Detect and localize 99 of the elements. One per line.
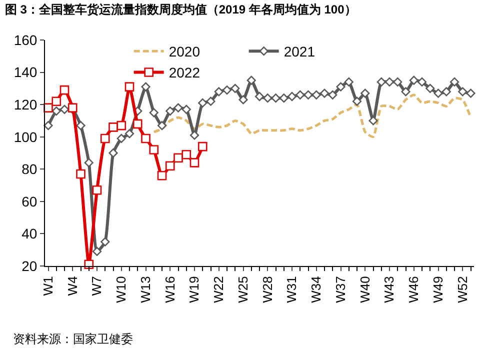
y-tick-label: 160 [14, 32, 38, 48]
point [230, 84, 240, 93]
point [401, 87, 410, 96]
point [92, 185, 102, 195]
point [166, 106, 175, 116]
x-tick-label: W7 [89, 276, 104, 296]
point [92, 246, 102, 256]
point [165, 161, 175, 171]
x-tick-label: W4 [64, 276, 80, 296]
point [76, 121, 86, 130]
point [296, 90, 305, 100]
x-tick-label: W37 [332, 276, 348, 303]
point [100, 237, 110, 246]
point [60, 104, 70, 114]
point [426, 84, 435, 93]
point [450, 77, 460, 87]
point [409, 76, 418, 85]
point [116, 134, 126, 144]
point [52, 106, 61, 116]
point [124, 129, 134, 138]
x-tick-label: W10 [114, 276, 129, 303]
point [182, 150, 192, 160]
point [320, 88, 330, 98]
text: 资料来源：国家卫健委 [13, 332, 133, 346]
x-tick-label: W1 [40, 276, 56, 296]
point [417, 77, 427, 87]
point [190, 130, 200, 140]
legend-label: 2020 [168, 44, 200, 60]
point [246, 76, 256, 85]
point [206, 96, 216, 106]
chart-title: 图 3：全国整车货运流量指数周度均值（2019 年各周均值为 100） [4, 2, 356, 17]
x-tick-label: W40 [357, 276, 372, 303]
point [44, 121, 53, 130]
x-tick-label: W22 [211, 276, 226, 303]
y-tick-label: 80 [22, 161, 38, 178]
point [190, 158, 200, 168]
point [458, 87, 468, 96]
point [466, 88, 476, 98]
point [434, 88, 443, 98]
point [100, 134, 110, 144]
point [182, 104, 191, 114]
point [344, 77, 354, 87]
point [52, 96, 62, 106]
point [132, 119, 142, 129]
point [108, 148, 118, 158]
point [287, 92, 297, 102]
point [393, 77, 402, 87]
x-tick-label: W31 [284, 276, 300, 303]
x-tick-label: W46 [406, 276, 422, 303]
point [157, 121, 167, 130]
y-tick-label: 40 [22, 226, 38, 242]
x-tick-label: W28 [260, 276, 275, 303]
y-tick-label: 120 [14, 96, 38, 112]
legend-label: 2021 [284, 44, 316, 60]
point [76, 169, 86, 179]
point [141, 134, 150, 144]
point [149, 145, 159, 154]
y-tick-label: 20 [22, 258, 38, 274]
point [376, 77, 386, 87]
point [174, 153, 183, 162]
point [336, 82, 346, 92]
point [214, 87, 224, 96]
point [149, 108, 158, 118]
point [263, 94, 272, 103]
point [271, 94, 280, 103]
x-tick-label: W52 [454, 276, 470, 303]
x-tick-label: W34 [308, 276, 324, 303]
point [442, 87, 451, 96]
legend-label: 2022 [168, 64, 200, 81]
point [304, 90, 313, 100]
y-tick-label: 60 [22, 193, 38, 210]
x-tick-label: W43 [382, 276, 397, 303]
y-tick-label: 140 [14, 64, 38, 80]
point [238, 95, 248, 104]
point [84, 158, 94, 168]
point [384, 77, 394, 87]
x-tick-label: W49 [430, 276, 446, 303]
point [84, 260, 94, 270]
point [352, 96, 362, 106]
point [222, 85, 232, 95]
point [174, 103, 183, 112]
point [254, 92, 264, 102]
point [198, 98, 208, 108]
point [60, 85, 70, 95]
point [328, 90, 338, 100]
point [360, 88, 370, 98]
x-tick-label: W19 [186, 276, 202, 303]
point [124, 82, 134, 92]
point [141, 82, 150, 92]
line-series [152, 94, 472, 138]
point [198, 142, 208, 152]
y-tick-label: 100 [14, 128, 38, 145]
point [116, 120, 126, 130]
x-tick-label: W16 [162, 276, 178, 303]
point [279, 94, 288, 103]
x-tick-label: W13 [138, 276, 153, 303]
point [108, 122, 118, 132]
x-tick-label: W25 [235, 276, 250, 303]
point [157, 170, 167, 180]
